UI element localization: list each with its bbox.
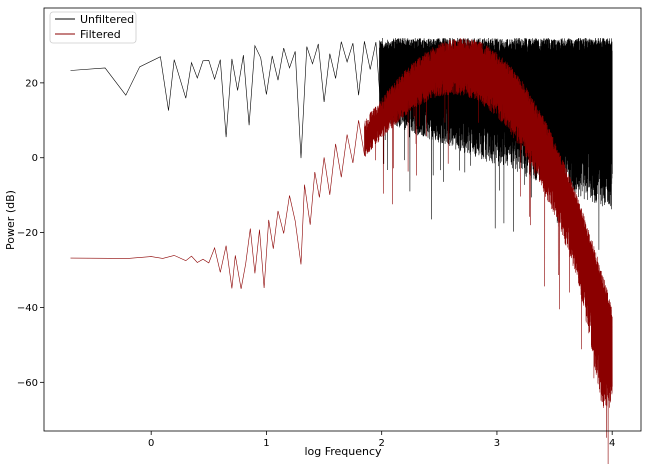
series-line-filtered (70, 120, 365, 289)
y-tick-label: −20 (17, 228, 38, 239)
series-dense-filtered (364, 38, 613, 468)
legend-box (49, 11, 137, 44)
x-tick-label: 0 (148, 438, 154, 449)
x-tick-label: 2 (378, 438, 384, 449)
series-line-unfiltered (70, 41, 382, 159)
x-axis-label: log Frequency (304, 445, 382, 458)
y-axis-label: Power (dB) (4, 190, 17, 250)
series-filtered (70, 38, 613, 468)
legend-label-unfiltered: Unfiltered (80, 13, 134, 26)
y-tick-label: −40 (17, 303, 38, 314)
legend: Unfiltered Filtered (49, 11, 137, 44)
y-tick-label: 0 (32, 153, 38, 164)
y-ticks: 20 0 −20 −40 −60 (17, 78, 44, 389)
x-tick-label: 1 (263, 438, 269, 449)
series-layer (70, 37, 613, 468)
x-ticks: 0 1 2 3 4 (148, 431, 615, 449)
legend-label-filtered: Filtered (80, 28, 121, 41)
y-tick-label: −60 (17, 378, 38, 389)
x-tick-label: 4 (609, 438, 615, 449)
axes-frame (43, 7, 642, 432)
y-tick-label: 20 (25, 78, 38, 89)
x-tick-label: 3 (494, 438, 500, 449)
